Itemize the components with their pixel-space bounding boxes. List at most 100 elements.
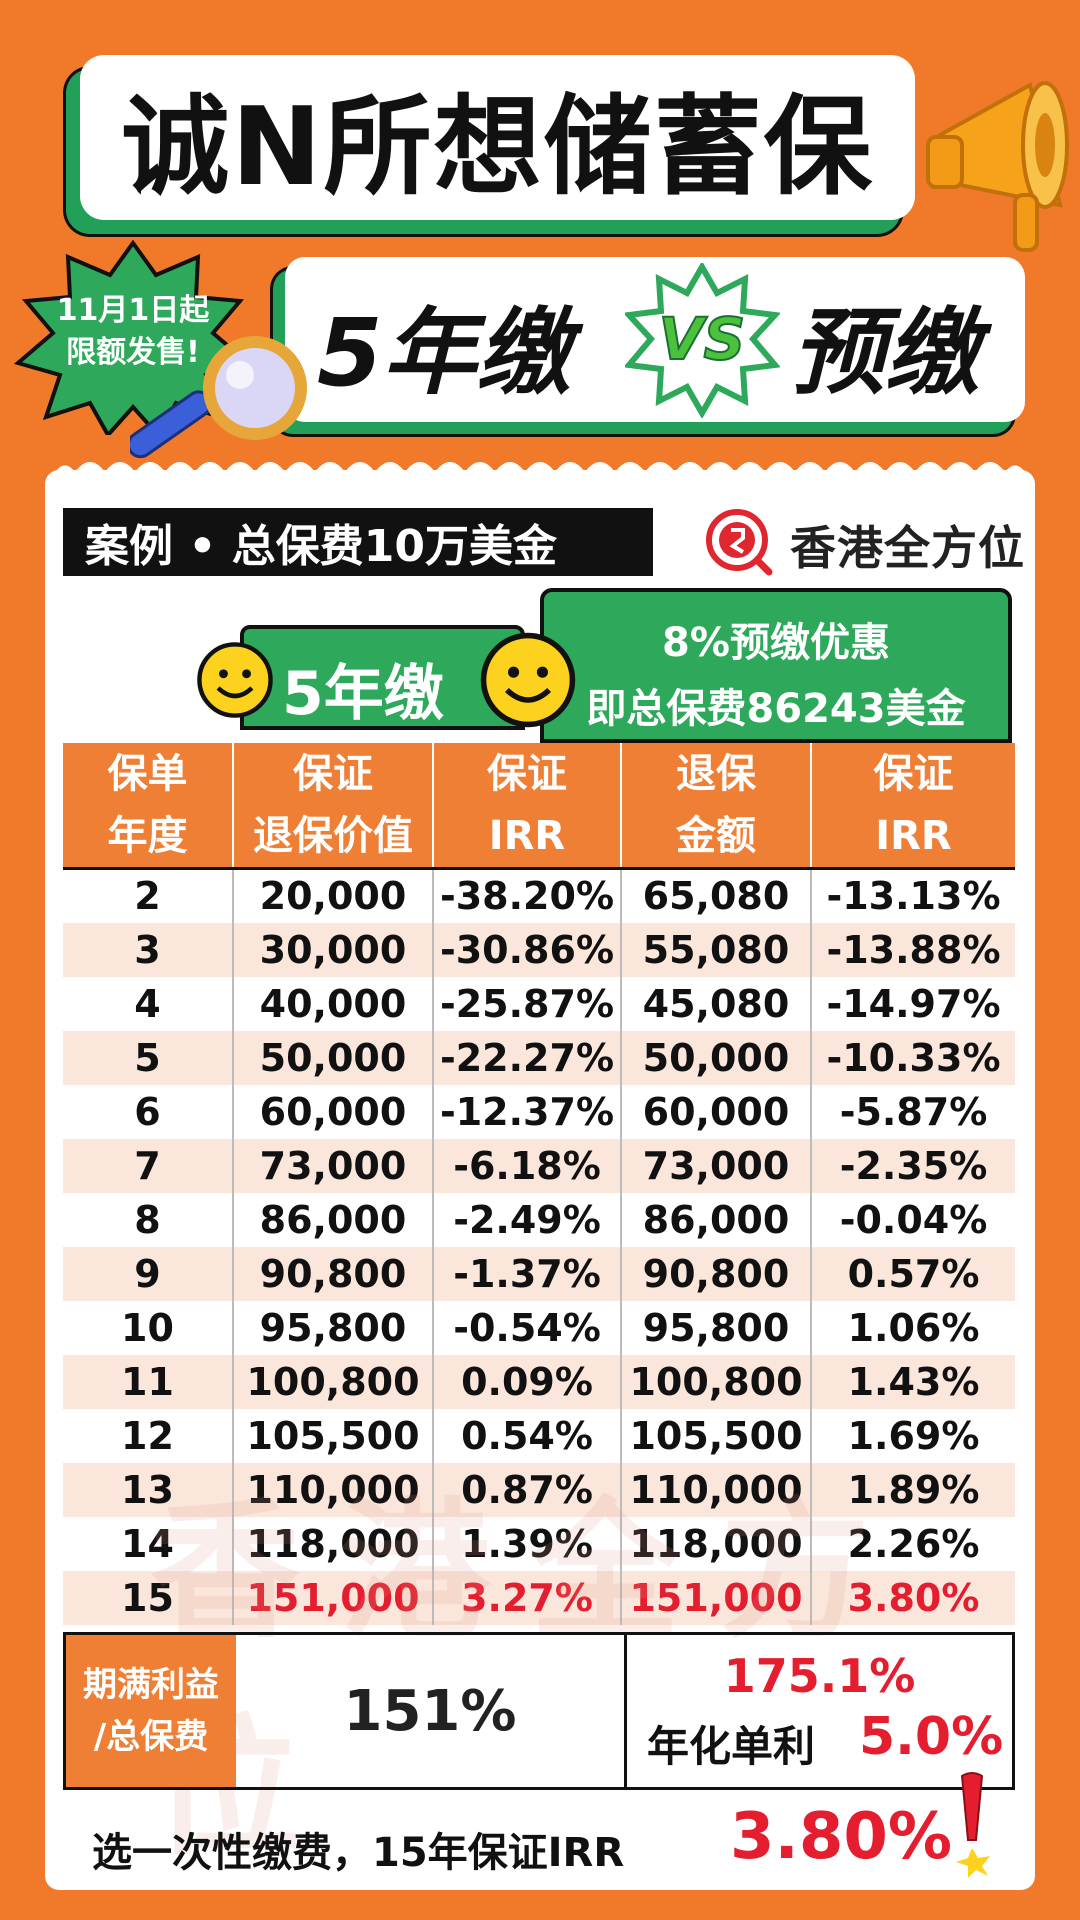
summary-prepay-value: 175.1%	[723, 1649, 916, 1703]
summary-label-line1: 期满利益	[83, 1665, 219, 1705]
table-row: 13 110,000 0.87% 110,000 1.89%	[63, 1462, 1015, 1517]
cell-policy-year: 8	[63, 1192, 234, 1247]
policy-value-table: 保单 年度 保证 退保价值 保证 IRR 退保 金额 保证 IRR 2 20,000 -38.…	[63, 743, 1015, 1625]
cell-guaranteed-irr: 0.09%	[433, 1354, 622, 1409]
cell-guaranteed-irr: -25.87%	[433, 976, 622, 1031]
star-badge-icon	[13, 239, 253, 435]
tab-prepayment-line1: 8%预缴优惠	[662, 620, 890, 666]
footer-irr-value: 3.80%	[730, 1800, 953, 1874]
col-header-guaranteed-irr: 保证 IRR	[433, 743, 622, 869]
table-row: 3 30,000 -30.86% 55,080 -13.88%	[63, 922, 1015, 977]
cell-surrender-amount: 86,000	[621, 1192, 812, 1247]
col-header-policy-year: 保单 年度	[63, 743, 234, 869]
cell-prepay-irr: 3.80%	[811, 1570, 1015, 1625]
cell-prepay-irr: -13.88%	[811, 922, 1015, 977]
cell-policy-year: 5	[63, 1030, 234, 1085]
summary-annual-label: 年化单利	[647, 1722, 816, 1771]
col-header-surrender-amount: 退保 金额	[621, 743, 812, 869]
cell-guaranteed-irr: 3.27%	[433, 1570, 622, 1625]
cell-policy-year: 14	[63, 1516, 234, 1571]
table-row: 10 95,800 -0.54% 95,800 1.06%	[63, 1300, 1015, 1355]
cell-guaranteed-irr: 1.39%	[433, 1516, 622, 1571]
cell-surrender-amount: 45,080	[621, 976, 812, 1031]
cell-prepay-irr: -5.87%	[811, 1084, 1015, 1139]
cell-guaranteed-irr: 0.54%	[433, 1408, 622, 1463]
brand-logo-icon	[706, 509, 773, 576]
table-header-row: 保单 年度 保证 退保价值 保证 IRR 退保 金额 保证 IRR	[63, 743, 1015, 869]
table-row: 8 86,000 -2.49% 86,000 -0.04%	[63, 1192, 1015, 1247]
cell-guaranteed-irr: -12.37%	[433, 1084, 622, 1139]
summary-annual-rate: 5.0%	[859, 1707, 1004, 1767]
cell-policy-year: 15	[63, 1570, 234, 1625]
cell-guaranteed-value: 118,000	[233, 1516, 434, 1571]
cell-guaranteed-value: 20,000	[233, 868, 434, 923]
cell-guaranteed-irr: -6.18%	[433, 1138, 622, 1193]
cell-policy-year: 7	[63, 1138, 234, 1193]
cell-policy-year: 10	[63, 1300, 234, 1355]
cell-prepay-irr: -13.13%	[811, 868, 1015, 923]
summary-label-line2: /总保费	[93, 1717, 209, 1757]
megaphone-icon	[926, 81, 1069, 252]
cell-policy-year: 2	[63, 868, 234, 923]
cell-policy-year: 13	[63, 1462, 234, 1517]
cell-guaranteed-irr: -1.37%	[433, 1246, 622, 1301]
cell-guaranteed-value: 40,000	[233, 976, 434, 1031]
cell-prepay-irr: -2.35%	[811, 1138, 1015, 1193]
cell-guaranteed-value: 95,800	[233, 1300, 434, 1355]
cell-surrender-amount: 118,000	[621, 1516, 812, 1571]
cell-policy-year: 3	[63, 922, 234, 977]
table-row: 5 50,000 -22.27% 50,000 -10.33%	[63, 1030, 1015, 1085]
table-row: 15 151,000 3.27% 151,000 3.80%	[63, 1570, 1015, 1625]
cell-prepay-irr: 1.89%	[811, 1462, 1015, 1517]
summary-5yr-value: 151%	[236, 1635, 627, 1787]
summary-row: 期满利益 /总保费 151% 175.1% 年化单利 5.0%	[63, 1632, 1015, 1790]
cell-surrender-amount: 90,800	[621, 1246, 812, 1301]
cell-guaranteed-value: 100,800	[233, 1354, 434, 1409]
cell-surrender-amount: 73,000	[621, 1138, 812, 1193]
cell-surrender-amount: 60,000	[621, 1084, 812, 1139]
cell-guaranteed-value: 60,000	[233, 1084, 434, 1139]
table-row: 14 118,000 1.39% 118,000 2.26%	[63, 1516, 1015, 1571]
cell-prepay-irr: -10.33%	[811, 1030, 1015, 1085]
table-row: 9 90,800 -1.37% 90,800 0.57%	[63, 1246, 1015, 1301]
badge-line-2: 限额发售!	[66, 335, 200, 370]
cell-surrender-amount: 105,500	[621, 1408, 812, 1463]
cell-guaranteed-value: 73,000	[233, 1138, 434, 1193]
case-label-box: 案例 • 总保费10万美金	[63, 508, 653, 576]
title-banner: 诚N所想储蓄保	[80, 55, 915, 220]
cell-prepay-irr: 2.26%	[811, 1516, 1015, 1571]
tab-prepayment	[540, 588, 1012, 743]
launch-badge: 11月1日起 限额发售!	[18, 290, 248, 374]
cell-guaranteed-irr: -30.86%	[433, 922, 622, 977]
cell-policy-year: 9	[63, 1246, 234, 1301]
cell-prepay-irr: 0.57%	[811, 1246, 1015, 1301]
vs-label: VS	[659, 305, 746, 373]
cell-policy-year: 6	[63, 1084, 234, 1139]
tab-5-year-payment	[240, 625, 525, 730]
cell-guaranteed-value: 105,500	[233, 1408, 434, 1463]
cell-guaranteed-value: 90,800	[233, 1246, 434, 1301]
cell-guaranteed-irr: -38.20%	[433, 868, 622, 923]
cell-guaranteed-irr: 0.87%	[433, 1462, 622, 1517]
table-row: 4 40,000 -25.87% 45,080 -14.97%	[63, 976, 1015, 1031]
badge-line-1: 11月1日起	[56, 293, 210, 328]
cell-guaranteed-irr: -0.54%	[433, 1300, 622, 1355]
subtitle-left: 5年缴	[317, 299, 571, 408]
cell-prepay-irr: 1.06%	[811, 1300, 1015, 1355]
cell-surrender-amount: 50,000	[621, 1030, 812, 1085]
cell-guaranteed-value: 110,000	[233, 1462, 434, 1517]
subtitle-right: 预缴	[791, 299, 980, 408]
cell-prepay-irr: -14.97%	[811, 976, 1015, 1031]
table-row: 12 105,500 0.54% 105,500 1.69%	[63, 1408, 1015, 1463]
cell-surrender-amount: 55,080	[621, 922, 812, 977]
exclamation-icon	[956, 1772, 990, 1878]
cell-prepay-irr: 1.69%	[811, 1408, 1015, 1463]
vs-burst-icon: VS	[625, 263, 780, 418]
cell-prepay-irr: 1.43%	[811, 1354, 1015, 1409]
tab-prepayment-line2: 即总保费86243美金	[586, 686, 966, 732]
summary-label: 期满利益 /总保费	[66, 1635, 236, 1787]
cell-surrender-amount: 100,800	[621, 1354, 812, 1409]
cell-surrender-amount: 65,080	[621, 868, 812, 923]
cell-policy-year: 4	[63, 976, 234, 1031]
watermark-text: 香港全方位	[150, 1485, 911, 1876]
